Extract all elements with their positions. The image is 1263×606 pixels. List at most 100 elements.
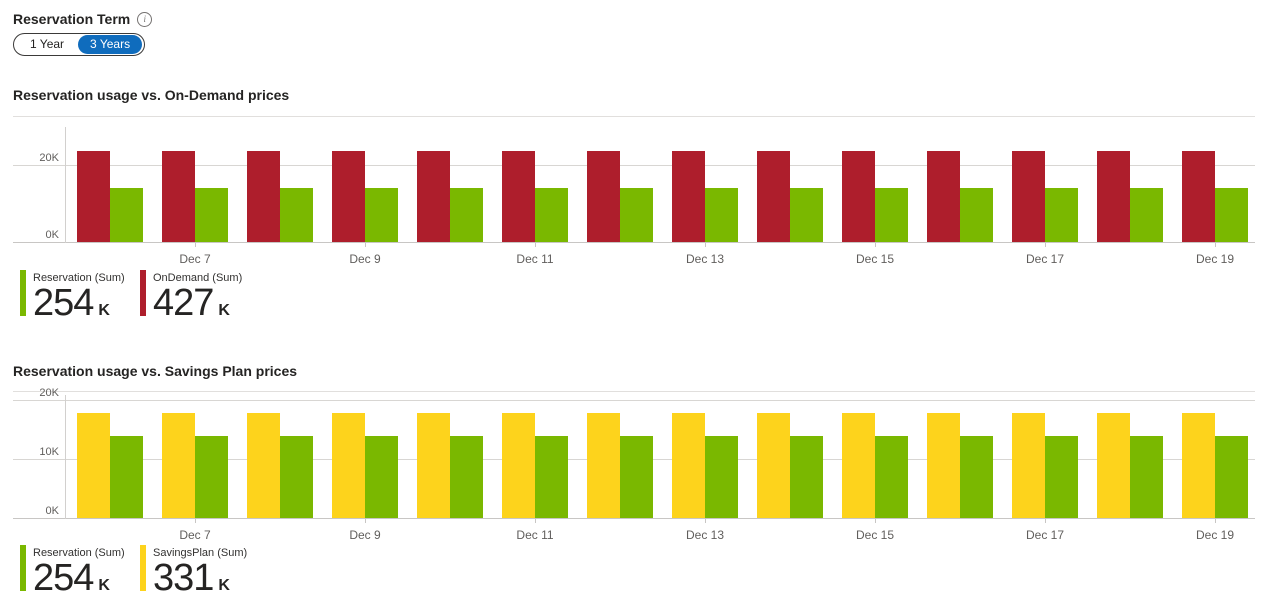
legend-unit: K [218, 302, 230, 319]
bar-savingsplan-dec-6[interactable] [77, 412, 110, 518]
bar-savingsplan-dec-12[interactable] [587, 412, 620, 518]
bar-ondemand-dec-7[interactable] [162, 151, 195, 242]
bar-reservation-dec-11[interactable] [535, 435, 568, 518]
legend-swatch-ondemand [140, 270, 146, 316]
bar-reservation-dec-17[interactable] [1045, 188, 1078, 242]
gridline [13, 164, 1255, 166]
legend-unit: K [98, 577, 110, 594]
bar-reservation-dec-11[interactable] [535, 188, 568, 242]
bar-ondemand-dec-10[interactable] [417, 151, 450, 242]
legend-number: 331 [153, 557, 214, 599]
x-axis-label: Dec 17 [1025, 528, 1065, 542]
bar-savingsplan-dec-13[interactable] [672, 412, 705, 518]
bar-ondemand-dec-15[interactable] [842, 151, 875, 242]
bar-reservation-dec-13[interactable] [705, 435, 738, 518]
divider [13, 391, 1255, 392]
x-axis-tick [875, 243, 876, 247]
bar-savingsplan-dec-10[interactable] [417, 412, 450, 518]
y-axis-line [65, 127, 66, 243]
bar-reservation-dec-16[interactable] [960, 435, 993, 518]
legend-value: 254 K [33, 559, 125, 597]
bar-ondemand-dec-17[interactable] [1012, 151, 1045, 242]
bar-savingsplan-dec-19[interactable] [1182, 412, 1215, 518]
savingsplan-chart-title: Reservation usage vs. Savings Plan price… [13, 363, 298, 379]
y-axis-label: 10K [39, 445, 59, 458]
bar-savingsplan-dec-14[interactable] [757, 412, 790, 518]
bar-reservation-dec-8[interactable] [280, 188, 313, 242]
x-axis-label: Dec 13 [685, 528, 725, 542]
ondemand-chart-legend: Reservation (Sum) 254 K OnDemand (Sum) 4… [0, 270, 1263, 322]
bar-reservation-dec-19[interactable] [1215, 188, 1248, 242]
x-axis-tick [195, 243, 196, 247]
legend-value: 254 K [33, 284, 125, 322]
bar-reservation-dec-7[interactable] [195, 188, 228, 242]
legend-swatch-reservation [20, 545, 26, 591]
bar-reservation-dec-19[interactable] [1215, 435, 1248, 518]
reservation-term-toggle[interactable]: 1 Year 3 Years [13, 33, 146, 56]
legend-number: 254 [33, 557, 94, 599]
bar-ondemand-dec-18[interactable] [1097, 151, 1130, 242]
bar-ondemand-dec-19[interactable] [1182, 151, 1215, 242]
x-axis-label: Dec 15 [855, 252, 895, 266]
legend-unit: K [218, 577, 230, 594]
legend-item-reservation: Reservation (Sum) 254 K [20, 545, 125, 597]
x-axis-label: Dec 7 [179, 528, 211, 542]
legend-swatch-reservation [20, 270, 26, 316]
x-axis-tick [1045, 243, 1046, 247]
bar-reservation-dec-6[interactable] [110, 188, 143, 242]
bar-savingsplan-dec-7[interactable] [162, 412, 195, 518]
bar-ondemand-dec-8[interactable] [247, 151, 280, 242]
bar-reservation-dec-12[interactable] [620, 435, 653, 518]
bar-reservation-dec-9[interactable] [365, 435, 398, 518]
bar-ondemand-dec-11[interactable] [502, 151, 535, 242]
x-axis-label: Dec 17 [1025, 252, 1065, 266]
x-axis-label: Dec 9 [349, 252, 381, 266]
bar-reservation-dec-15[interactable] [875, 188, 908, 242]
bar-reservation-dec-10[interactable] [450, 435, 483, 518]
bar-reservation-dec-15[interactable] [875, 435, 908, 518]
x-axis-tick [365, 519, 366, 523]
bar-reservation-dec-17[interactable] [1045, 435, 1078, 518]
ondemand-chart-title: Reservation usage vs. On-Demand prices [13, 87, 290, 103]
bar-ondemand-dec-13[interactable] [672, 151, 705, 242]
x-axis-line [13, 518, 1255, 519]
info-icon[interactable]: i [137, 11, 153, 27]
legend-label: OnDemand (Sum) [153, 272, 243, 284]
bar-reservation-dec-6[interactable] [110, 435, 143, 518]
bar-ondemand-dec-9[interactable] [332, 151, 365, 242]
bar-reservation-dec-16[interactable] [960, 188, 993, 242]
bar-reservation-dec-8[interactable] [280, 435, 313, 518]
bar-reservation-dec-18[interactable] [1130, 188, 1163, 242]
toggle-option-3-years[interactable]: 3 Years [78, 35, 143, 54]
bar-savingsplan-dec-17[interactable] [1012, 412, 1045, 518]
bar-ondemand-dec-12[interactable] [587, 151, 620, 242]
y-axis-label: 20K [39, 151, 59, 164]
bar-reservation-dec-18[interactable] [1130, 435, 1163, 518]
x-axis-label: Dec 9 [349, 528, 381, 542]
bar-savingsplan-dec-11[interactable] [502, 412, 535, 518]
bar-reservation-dec-13[interactable] [705, 188, 738, 242]
legend-item-ondemand: OnDemand (Sum) 427 K [140, 270, 242, 322]
x-axis-tick [1045, 519, 1046, 523]
bar-ondemand-dec-14[interactable] [757, 151, 790, 242]
bar-reservation-dec-9[interactable] [365, 188, 398, 242]
bar-savingsplan-dec-18[interactable] [1097, 412, 1130, 518]
bar-savingsplan-dec-9[interactable] [332, 412, 365, 518]
gridline [13, 399, 1255, 401]
toggle-option-1-year[interactable]: 1 Year [16, 35, 78, 54]
bar-reservation-dec-7[interactable] [195, 435, 228, 518]
x-axis-label: Dec 19 [1195, 252, 1235, 266]
bar-savingsplan-dec-8[interactable] [247, 412, 280, 518]
y-axis-label: 20K [39, 386, 59, 399]
bar-savingsplan-dec-15[interactable] [842, 412, 875, 518]
bar-reservation-dec-12[interactable] [620, 188, 653, 242]
bar-ondemand-dec-16[interactable] [927, 151, 960, 242]
bar-ondemand-dec-6[interactable] [77, 151, 110, 242]
bar-reservation-dec-10[interactable] [450, 188, 483, 242]
bar-savingsplan-dec-16[interactable] [927, 412, 960, 518]
legend-label: Reservation (Sum) [33, 272, 125, 284]
bar-reservation-dec-14[interactable] [790, 435, 823, 518]
legend-label: SavingsPlan (Sum) [153, 547, 248, 559]
bar-reservation-dec-14[interactable] [790, 188, 823, 242]
